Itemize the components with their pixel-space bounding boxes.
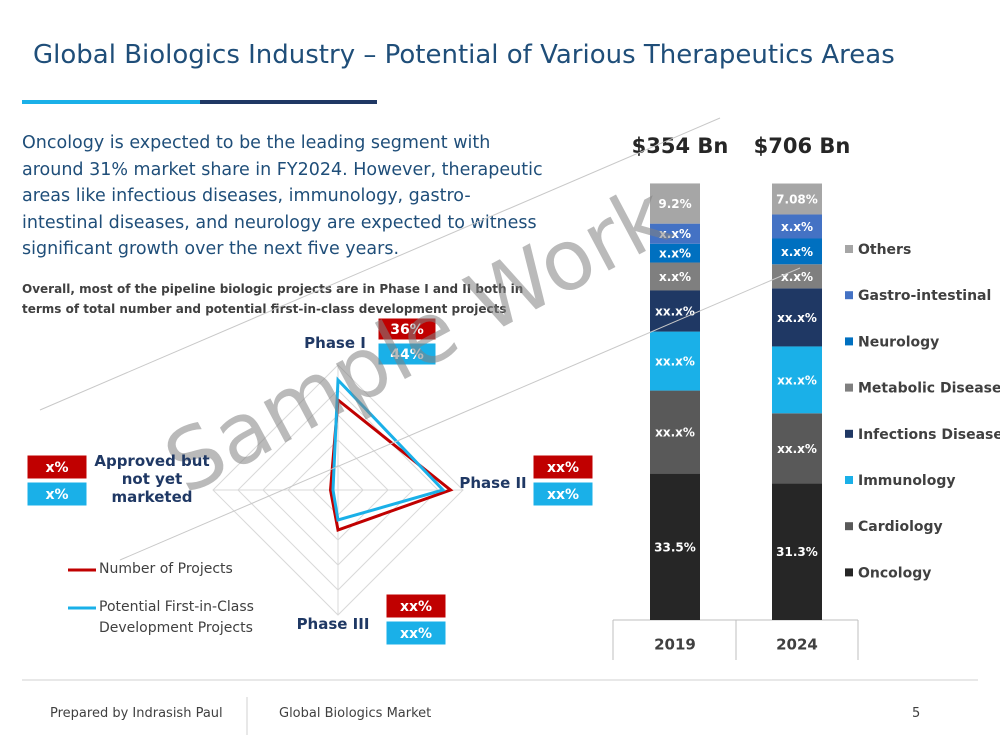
bar-value-label: xx.x%: [655, 355, 695, 369]
value-box: [26, 481, 88, 507]
bar-value-label: x.x%: [659, 247, 691, 261]
slide-title: Global Biologics Industry – Potential of…: [33, 40, 895, 70]
bar-value-label: x.x%: [781, 220, 813, 234]
bar-segment: [650, 223, 700, 244]
bar-value-label: 31.3%: [776, 545, 818, 559]
bar-value-label: xx.x%: [655, 426, 695, 440]
radar-axis-label: Phase II: [459, 474, 527, 492]
bar-segment: [772, 483, 822, 620]
legend-swatch: [845, 476, 853, 484]
radar-axis-label: Phase I: [304, 334, 366, 352]
bar-value-label: xx.x%: [777, 311, 817, 325]
bar-value-label: x.x%: [781, 245, 813, 259]
radar-axis-label: Phase III: [296, 615, 370, 633]
value-label: 44%: [390, 347, 424, 363]
value-label: xx%: [547, 487, 579, 503]
x-tick-label: 2024: [776, 636, 818, 654]
bar-value-label: xx.x%: [777, 442, 817, 456]
bar-segment: [650, 473, 700, 620]
legend-label: Metabolic Diseases: [858, 381, 1000, 397]
legend-swatch: [845, 429, 853, 438]
bar-value-label: 33.5%: [654, 540, 696, 554]
legend-label: Cardiology: [858, 519, 943, 535]
value-label: xx%: [400, 599, 432, 615]
legend-swatch: [845, 383, 853, 392]
watermark-rule: [39, 117, 721, 411]
bar-segment: [650, 331, 700, 391]
lead-text: Oncology is expected to be the leading s…: [22, 133, 543, 259]
bar-segment: [772, 183, 822, 215]
value-box: [377, 317, 437, 341]
legend-label: Neurology: [858, 334, 939, 350]
bar-value-label: 7.08%: [776, 192, 818, 206]
footer-author: Prepared by Indrasish Paul: [50, 706, 223, 721]
value-label: x%: [45, 487, 68, 503]
radar-series: [331, 376, 446, 522]
bar-segment: [772, 346, 822, 414]
watermark-rule: [119, 267, 801, 561]
legend-label: Immunology: [858, 473, 956, 489]
legend-label: Oncology: [858, 565, 931, 581]
value-label: xx%: [400, 626, 432, 642]
value-label: xx%: [547, 460, 579, 476]
footer-section: Global Biologics Market: [279, 706, 432, 721]
value-box: [385, 593, 447, 619]
bar-value-label: xx.x%: [777, 373, 817, 387]
bar-value-label: xx.x%: [655, 305, 695, 319]
legend-label: Potential First-in-Class Development Pro…: [99, 599, 254, 636]
bar-segment: [772, 214, 822, 239]
bar-value-label: x.x%: [781, 270, 813, 284]
bar-segment: [772, 238, 822, 265]
value-box: [532, 481, 594, 507]
bar-segment: [650, 290, 700, 332]
bar-value-label: x.x%: [659, 270, 691, 284]
value-box: [26, 454, 88, 480]
value-box: [532, 454, 594, 480]
bar-segment: [650, 243, 700, 263]
legend-swatch: [845, 568, 853, 577]
bar-total-label: $706 Bn: [754, 134, 851, 158]
bar-segment: [650, 390, 700, 474]
note-text: Overall, most of the pipeline biologic p…: [22, 282, 524, 316]
value-label: x%: [45, 460, 68, 476]
bar-value-label: 9.2%: [658, 197, 691, 211]
x-tick-label: 2019: [654, 636, 696, 654]
bar-segment: [650, 262, 700, 291]
legend-swatch: [845, 291, 853, 300]
value-box: [377, 342, 437, 366]
bar-segment: [772, 413, 822, 484]
bar-value-label: x.x%: [659, 227, 691, 241]
legend-label: Others: [858, 242, 911, 258]
legend-label: Infections Diseases: [858, 427, 1000, 443]
legend-label: Gastro-intestinal: [858, 288, 991, 304]
value-label: 36%: [390, 322, 424, 338]
value-box: [385, 620, 447, 646]
bar-total-label: $354 Bn: [632, 134, 729, 158]
bar-segment: [650, 183, 700, 224]
radar-axis-label: Approved but not yet marketed: [94, 452, 210, 506]
legend-swatch: [845, 337, 853, 346]
legend-swatch: [845, 245, 853, 253]
legend-label: Number of Projects: [99, 561, 233, 577]
legend-swatch: [845, 522, 853, 531]
page-number: 5: [912, 706, 921, 721]
bar-segment: [772, 288, 822, 347]
